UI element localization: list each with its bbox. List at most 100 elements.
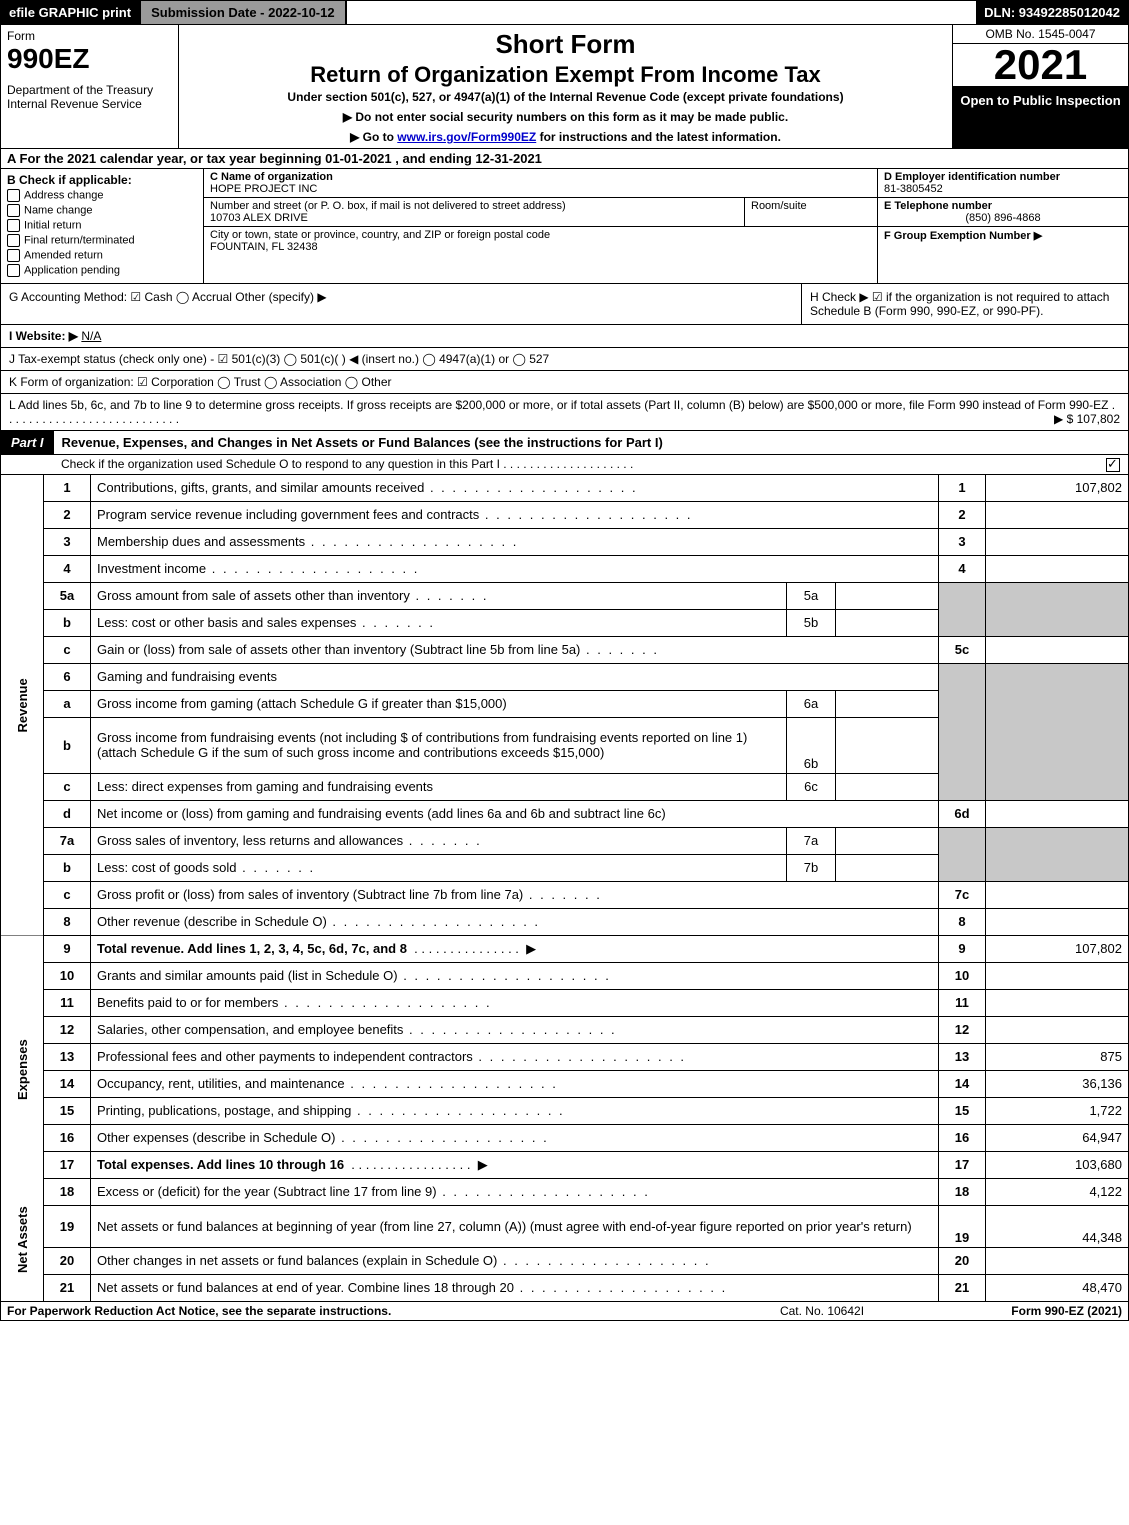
efile-label: efile GRAPHIC print [1,1,139,24]
num-12: 12 [939,1016,986,1043]
num-5c: 5c [939,636,986,663]
val-7c [986,881,1129,908]
f-block: F Group Exemption Number ▶ [878,227,1128,283]
chk-final-return[interactable]: Final return/terminated [7,234,197,247]
shadeval-5ab [986,582,1129,636]
num-10: 10 [939,962,986,989]
desc-19: Net assets or fund balances at beginning… [91,1205,939,1247]
page-footer: For Paperwork Reduction Act Notice, see … [0,1302,1129,1321]
subval-6a [836,690,939,717]
val-16: 64,947 [986,1124,1129,1151]
ln-8: 8 [44,908,91,935]
expenses-side-label: Expenses [1,962,44,1178]
ln-13: 13 [44,1043,91,1070]
desc-15: Printing, publications, postage, and shi… [91,1097,939,1124]
room-label: Room/suite [751,200,807,212]
footer-catno: Cat. No. 10642I [722,1304,922,1318]
desc-18: Excess or (deficit) for the year (Subtra… [91,1178,939,1205]
ln-3: 3 [44,528,91,555]
desc-7c: Gross profit or (loss) from sales of inv… [91,881,939,908]
val-8 [986,908,1129,935]
desc-1: Contributions, gifts, grants, and simila… [91,475,939,502]
part1-table: Revenue 1 Contributions, gifts, grants, … [0,475,1129,1302]
netassets-side-label: Net Assets [1,1178,44,1301]
chk-address-change[interactable]: Address change [7,189,197,202]
website-value: N/A [81,329,101,343]
desc-3: Membership dues and assessments [91,528,939,555]
desc-5b: Less: cost or other basis and sales expe… [91,609,787,636]
ln-11: 11 [44,989,91,1016]
irs-link[interactable]: www.irs.gov/Form990EZ [397,130,536,144]
e-label: E Telephone number [884,200,992,212]
desc-6b: Gross income from fundraising events (no… [91,717,787,773]
subval-6c [836,773,939,800]
ln-7b: b [44,854,91,881]
desc-13: Professional fees and other payments to … [91,1043,939,1070]
ln-5b: b [44,609,91,636]
desc-17-b: Total expenses. Add lines 10 through 16 [97,1157,344,1172]
e-block: E Telephone number (850) 896-4868 [878,198,1128,227]
c-label: C Name of organization [210,171,333,183]
chk-amended-return[interactable]: Amended return [7,249,197,262]
ln-14: 14 [44,1070,91,1097]
subval-6b [836,717,939,773]
val-6d [986,800,1129,827]
chk-name-change[interactable]: Name change [7,204,197,217]
sub3-pre: ▶ Go to [350,130,397,144]
subln-5b: 5b [787,609,836,636]
top-spacer [347,1,977,24]
city-block: City or town, state or province, country… [204,227,877,283]
chk-application-pending[interactable]: Application pending [7,264,197,277]
line-h: H Check ▶ ☑ if the organization is not r… [801,284,1128,324]
part1-title: Revenue, Expenses, and Changes in Net As… [54,431,1128,454]
val-9: 107,802 [986,935,1129,962]
val-2 [986,501,1129,528]
num-2: 2 [939,501,986,528]
ln-5a: 5a [44,582,91,609]
section-b-title: B Check if applicable: [7,173,197,187]
val-10 [986,962,1129,989]
org-name-block: C Name of organization HOPE PROJECT INC [204,169,877,198]
ln-20: 20 [44,1247,91,1274]
street-block: Number and street (or P. O. box, if mail… [204,198,744,226]
num-18: 18 [939,1178,986,1205]
num-13: 13 [939,1043,986,1070]
val-1: 107,802 [986,475,1129,502]
dept-text: Department of the Treasury Internal Reve… [7,83,172,111]
header-sub3: ▶ Go to www.irs.gov/Form990EZ for instru… [189,130,942,144]
shade-7ab [939,827,986,881]
desc-2: Program service revenue including govern… [91,501,939,528]
chk-initial-return[interactable]: Initial return [7,219,197,232]
l-value: ▶ $ 107,802 [1054,412,1120,426]
line-i: I Website: ▶ N/A [0,325,1129,348]
val-12 [986,1016,1129,1043]
chk-label-4: Amended return [24,249,103,261]
num-7c: 7c [939,881,986,908]
ln-9: 9 [44,935,91,962]
desc-8: Other revenue (describe in Schedule O) [91,908,939,935]
num-9: 9 [939,935,986,962]
desc-9-b: Total revenue. Add lines 1, 2, 3, 4, 5c,… [97,941,407,956]
gh-row: G Accounting Method: ☑ Cash ◯ Accrual Ot… [0,284,1129,325]
ln-16: 16 [44,1124,91,1151]
ln-17: 17 [44,1151,91,1178]
ln-21: 21 [44,1274,91,1301]
return-title: Return of Organization Exempt From Incom… [189,62,942,88]
header-sub2: ▶ Do not enter social security numbers o… [189,110,942,124]
val-11 [986,989,1129,1016]
part1-tag: Part I [1,431,54,454]
footer-paperwork: For Paperwork Reduction Act Notice, see … [7,1304,722,1318]
form-header: Form 990EZ Department of the Treasury In… [0,25,1129,149]
desc-12: Salaries, other compensation, and employ… [91,1016,939,1043]
part1-checkbox[interactable] [1106,457,1120,472]
room-block: Room/suite [744,198,877,226]
desc-21: Net assets or fund balances at end of ye… [91,1274,939,1301]
shade-5ab [939,582,986,636]
header-left: Form 990EZ Department of the Treasury In… [1,25,179,148]
ln-6b: b [44,717,91,773]
val-3 [986,528,1129,555]
ln-10: 10 [44,962,91,989]
num-16: 16 [939,1124,986,1151]
sub3-post: for instructions and the latest informat… [536,130,781,144]
dln-label: DLN: 93492285012042 [976,1,1128,24]
